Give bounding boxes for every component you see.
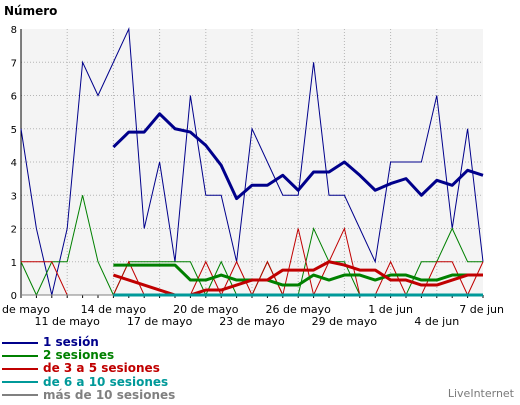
tick-labels: 0 1 2 3 4 5 6 7 8 de mayo 14 de mayo 20 de mayo 26 d…: [2, 25, 504, 328]
y-tick-label: 0: [11, 291, 17, 302]
legend-swatch: [2, 381, 38, 384]
y-tick-label: 4: [11, 158, 17, 169]
chart-title: Número: [4, 4, 57, 18]
x-tick-label: 20 de mayo: [173, 303, 239, 316]
x-tick-label: 14 de mayo: [81, 303, 147, 316]
legend-swatch: [2, 341, 38, 344]
legend-label: 1 sesión: [43, 335, 99, 350]
average-line: [112, 112, 484, 201]
legend-label: de 3 a 5 sesiones: [43, 361, 160, 376]
x-tick-label: de mayo: [2, 303, 50, 316]
legend-item-3-5-sesiones: de 3 a 5 sesiones: [2, 362, 175, 375]
y-tick-label: 5: [11, 125, 17, 136]
series-line: [20, 27, 484, 296]
x-tick-label: 23 de mayo: [219, 315, 285, 328]
x-tick-label: 11 de mayo: [34, 315, 100, 328]
y-tick-label: 6: [11, 92, 17, 103]
x-tick-label: 7 de jun: [459, 303, 504, 316]
series-lines: [20, 27, 484, 297]
legend-label: más de 10 sesiones: [43, 387, 176, 402]
x-tick-label: 1 de jun: [368, 303, 413, 316]
y-tick-label: 1: [11, 258, 17, 269]
legend-item-mas-10-sesiones: más de 10 sesiones: [2, 387, 176, 402]
y-tick-label: 3: [11, 191, 17, 202]
x-tick-label: 17 de mayo: [127, 315, 193, 328]
legend-label: 2 sesiones: [43, 348, 115, 363]
legend-label: de 6 a 10 sesiones: [43, 374, 169, 389]
legend-item-1-sesion: 1 sesión: [2, 336, 175, 349]
y-tick-label: 2: [11, 225, 17, 236]
legend-item-6-10-sesiones: de 6 a 10 sesiones: [2, 374, 175, 389]
y-tick-label: 8: [11, 25, 17, 36]
legend-swatch: [2, 367, 38, 370]
x-tick-label: 29 de mayo: [312, 315, 378, 328]
legend-swatch: [2, 394, 38, 397]
average-line: [113, 263, 483, 287]
legend: 1 sesión 2 sesiones de 3 a 5 sesiones de…: [2, 336, 175, 402]
x-tick-label: 26 de mayo: [265, 303, 331, 316]
legend-swatch: [2, 354, 38, 357]
line-chart: 0 1 2 3 4 5 6 7 8 de mayo 14 de mayo 20 de mayo 26 d…: [2, 4, 504, 328]
y-tick-label: 7: [11, 58, 17, 69]
brand-label: LiveInternet: [447, 387, 514, 400]
x-tick-label: 4 de jun: [414, 315, 459, 328]
legend-item-2-sesiones: 2 sesiones: [2, 349, 175, 362]
